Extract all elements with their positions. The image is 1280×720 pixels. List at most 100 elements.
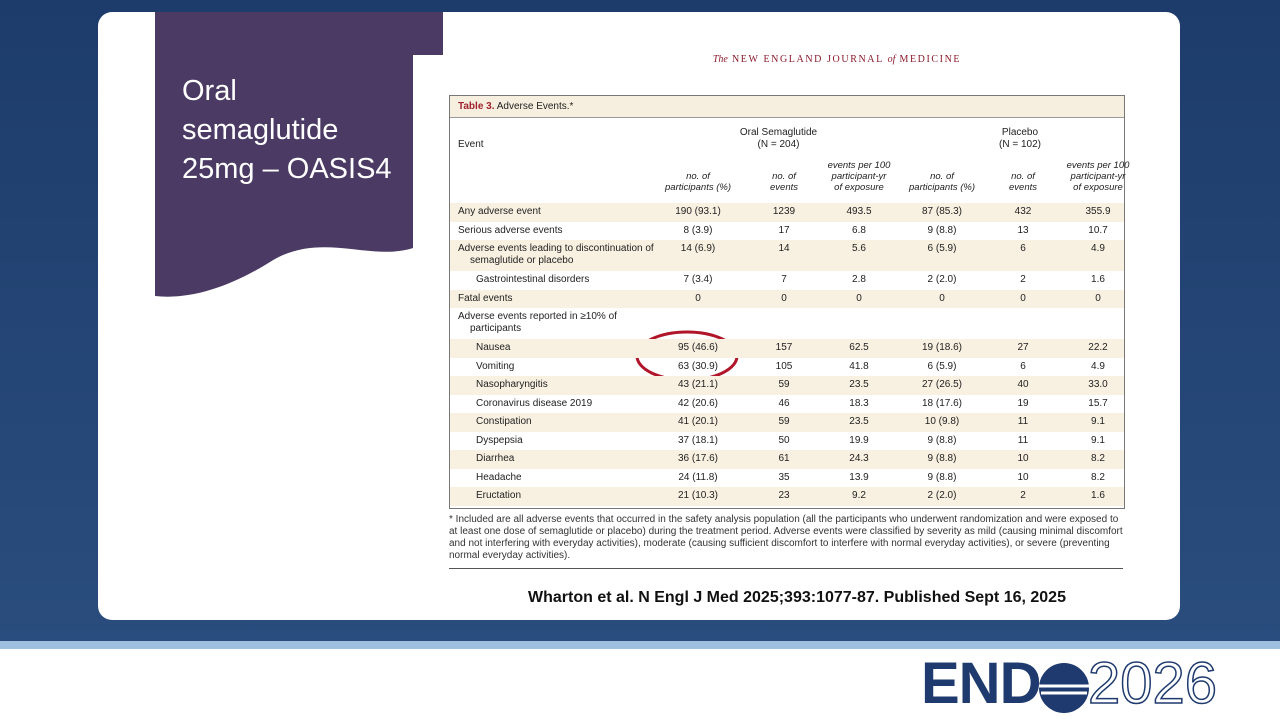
row-label: Constipation <box>476 416 532 428</box>
journal-part: of <box>887 54 896 65</box>
table-row: Coronavirus disease 2019 42 (20.6) 46 18.3 1… <box>450 395 1124 414</box>
cell-value: 9 (8.8) <box>927 453 957 465</box>
cell-value: 9.1 <box>1091 416 1105 428</box>
cell-value: 8.2 <box>1091 453 1105 465</box>
cell-value: 432 <box>1014 206 1032 218</box>
row-label: Eructation <box>476 490 522 502</box>
cell-value: 6 <box>1020 243 1026 255</box>
cell-value: 13 <box>1017 224 1029 236</box>
table-row: Nasopharyngitis 43 (21.1) 59 23.5 27 (26.5) 4… <box>450 376 1124 395</box>
title-line: 25mg – OASIS4 <box>182 153 392 185</box>
journal-part: The <box>712 54 728 65</box>
cell-value: 40 <box>1017 379 1029 391</box>
column-header-line: no. of <box>686 171 710 182</box>
cell-value: 2.8 <box>852 274 866 286</box>
cell-value: 17 <box>778 224 790 236</box>
cell-value: 21 (10.3) <box>677 490 719 502</box>
cell-value: 27 <box>1017 342 1029 354</box>
title-banner <box>155 12 443 297</box>
row-label: Adverse events reported in ≥10% of parti… <box>458 311 617 335</box>
group-n: (N = 204) <box>757 139 800 150</box>
cell-value: 14 <box>778 243 790 255</box>
column-header-line: participants (%) <box>909 182 975 193</box>
row-label: Coronavirus disease 2019 <box>476 397 593 409</box>
table-row: Gastrointestinal disorders 7 (3.4) 7 2.8 2 (… <box>450 271 1124 290</box>
row-label: Adverse events leading to discontinuatio… <box>458 243 654 267</box>
row-label: Serious adverse events <box>458 224 563 236</box>
cell-value: 22.2 <box>1088 342 1108 354</box>
cell-value: 0 <box>781 292 787 304</box>
cell-value: 10 <box>1017 471 1029 483</box>
cell-value: 9 (8.8) <box>927 224 957 236</box>
group-n: (N = 102) <box>999 139 1041 150</box>
globe-lines <box>1039 684 1089 695</box>
cell-value: 33.0 <box>1088 379 1108 391</box>
table-row: Serious adverse events 8 (3.9) 17 6.8 9 (8.8… <box>450 222 1124 241</box>
cell-value: 15.7 <box>1088 397 1108 409</box>
cell-value: 19.9 <box>849 434 869 446</box>
table-row: Fatal events 0 0 0 0 0 0 <box>450 289 1124 308</box>
cell-value: 59 <box>778 379 790 391</box>
globe <box>1039 663 1089 713</box>
cell-value: 0 <box>939 292 945 304</box>
cell-value: 36 (17.6) <box>677 453 719 465</box>
table-row: Constipation 41 (20.1) 59 23.5 10 (9.8) 11 9.1 <box>450 413 1124 432</box>
column-header-line: no. of <box>772 171 796 182</box>
group-header: Oral Semaglutide (N = 204) <box>699 127 859 151</box>
cell-value: 157 <box>775 342 793 354</box>
column-header-line: participants (%) <box>665 182 731 193</box>
cell-value: 95 (46.6) <box>677 342 719 354</box>
column-header: no. of events <box>978 171 1068 193</box>
row-label: Headache <box>476 471 522 483</box>
cell-value: 1.6 <box>1091 274 1105 286</box>
cell-value: 7 (3.4) <box>683 274 713 286</box>
row-label: Gastrointestinal disorders <box>476 274 590 286</box>
cell-value: 190 (93.1) <box>675 206 721 218</box>
cell-value: 23.5 <box>849 416 869 428</box>
row-label: Vomiting <box>476 360 515 372</box>
cell-value: 23 <box>778 490 790 502</box>
table-caption: Table 3. Adverse Events.* <box>450 96 1124 118</box>
cell-value: 1.6 <box>1091 490 1105 502</box>
table-row: Nausea 95 (46.6) 157 62.5 19 (18.6) 27 22.2 <box>450 339 1124 358</box>
cell-value: 0 <box>695 292 701 304</box>
cell-value: 42 (20.6) <box>677 397 719 409</box>
journal-part: NEW ENGLAND JOURNAL <box>731 54 884 65</box>
caption-text: Adverse Events.* <box>496 101 574 112</box>
cell-value: 9 (8.8) <box>927 471 957 483</box>
row-label: Nasopharyngitis <box>476 379 548 391</box>
cell-value: 50 <box>778 434 790 446</box>
cell-value: 10 <box>1017 453 1029 465</box>
cell-value: 11 <box>1017 434 1029 446</box>
cell-value: 9.1 <box>1091 434 1105 446</box>
table-row: Diarrhea 36 (17.6) 61 24.3 9 (8.8) 10 8.2 <box>450 450 1124 469</box>
cell-value: 2 (2.0) <box>927 274 957 286</box>
column-header-line: no. of <box>930 171 954 182</box>
column-header-line: of exposure <box>1073 182 1123 193</box>
cell-value: 87 (85.3) <box>921 206 963 218</box>
cell-value: 6.8 <box>852 224 866 236</box>
cell-value: 35 <box>778 471 790 483</box>
cell-value: 8.2 <box>1091 471 1105 483</box>
citation: Wharton et al. N Engl J Med 2025;393:107… <box>528 589 1066 606</box>
column-header-line: events <box>1009 182 1037 193</box>
cell-value: 18.3 <box>849 397 869 409</box>
event-header: Event <box>458 139 484 150</box>
table-row: Headache 24 (11.8) 35 13.9 9 (8.8) 10 8.2 <box>450 469 1124 488</box>
cell-value: 1239 <box>772 206 796 218</box>
group-name: Oral Semaglutide <box>739 127 818 138</box>
row-label: Fatal events <box>458 292 513 304</box>
journal-part: MEDICINE <box>899 54 962 65</box>
logo-year: 2026 <box>1087 650 1218 717</box>
cell-value: 4.9 <box>1091 243 1105 255</box>
cell-value: 41 (20.1) <box>677 416 719 428</box>
table-row: Dyspepsia 37 (18.1) 50 19.9 9 (8.8) 11 9.1 <box>450 432 1124 451</box>
cell-value: 61 <box>778 453 790 465</box>
column-header-line: events per 100 <box>1066 160 1130 171</box>
cell-value: 2 <box>1020 274 1026 286</box>
cell-value: 7 <box>781 274 787 286</box>
column-header: no. of participants (%) <box>653 171 743 193</box>
cell-value: 14 (6.9) <box>680 243 716 255</box>
table-row: Adverse events leading to discontinuatio… <box>450 240 1124 271</box>
